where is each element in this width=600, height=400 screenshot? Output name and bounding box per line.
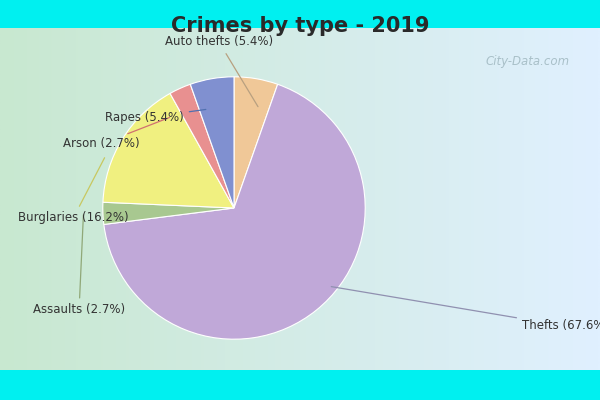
Text: Assaults (2.7%): Assaults (2.7%) (33, 215, 125, 316)
Wedge shape (234, 77, 278, 208)
Text: Thefts (67.6%): Thefts (67.6%) (331, 287, 600, 332)
Wedge shape (170, 84, 234, 208)
Text: City-Data.com: City-Data.com (486, 56, 570, 68)
Wedge shape (104, 84, 365, 339)
Wedge shape (190, 77, 234, 208)
Text: Burglaries (16.2%): Burglaries (16.2%) (18, 158, 128, 224)
Wedge shape (103, 202, 234, 224)
Wedge shape (103, 94, 234, 208)
Text: Auto thefts (5.4%): Auto thefts (5.4%) (165, 36, 273, 107)
Text: Crimes by type - 2019: Crimes by type - 2019 (171, 16, 429, 36)
Text: Arson (2.7%): Arson (2.7%) (63, 118, 169, 150)
Text: Rapes (5.4%): Rapes (5.4%) (105, 110, 206, 124)
